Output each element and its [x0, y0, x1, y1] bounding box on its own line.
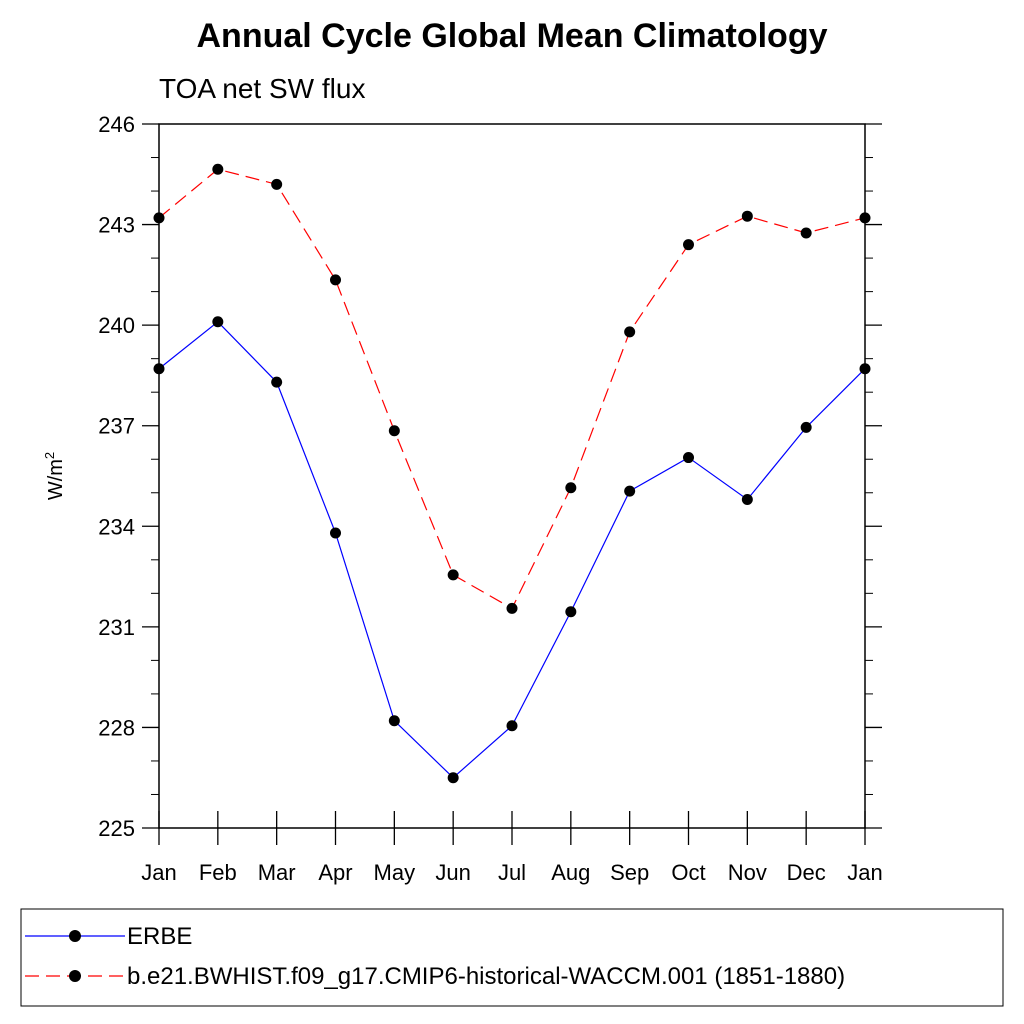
data-point-1	[330, 274, 341, 286]
series-line-1	[158, 168, 866, 610]
y-tick-label: 228	[98, 715, 135, 740]
x-tick-label: Jun	[435, 860, 470, 885]
y-axis-label-sup: 2	[42, 452, 57, 459]
x-tick-label: May	[374, 860, 416, 885]
y-tick-label: 237	[98, 414, 135, 439]
data-point-0	[447, 772, 459, 784]
chart-subtitle: TOA net SW flux	[159, 73, 365, 104]
x-tick-labels: Jan Feb Mar Apr May Jun Jul Aug Sep Oct Nov Dec Jan	[141, 860, 882, 885]
data-point-1	[388, 425, 400, 437]
legend-marker-model	[69, 970, 81, 982]
x-tick-label: Jan	[847, 860, 882, 885]
y-tick-label: 246	[98, 112, 135, 137]
plot-area: 225 228 231 234 237 240 243 246 Jan Feb Mar Apr May…	[98, 112, 882, 885]
data-point-0	[330, 527, 341, 539]
legend: ERBE b.e21.BWHIST.f09_g17.CMIP6-historic…	[20, 908, 1004, 1007]
data-point-1	[506, 602, 518, 614]
series-line-0	[158, 320, 866, 779]
y-tick-labels: 225 228 231 234 237 240 243 246	[98, 112, 135, 841]
legend-label-erbe: ERBE	[127, 923, 192, 950]
legend-label-model: b.e21.BWHIST.f09_g17.CMIP6-historical-WA…	[127, 963, 845, 990]
x-tick-label: Jan	[141, 860, 176, 885]
x-tick-label: Aug	[551, 860, 590, 885]
y-axis-label: W/m2	[42, 452, 67, 500]
data-point-1	[153, 212, 165, 224]
data-point-1	[565, 482, 577, 494]
x-tick-label: Sep	[610, 860, 649, 885]
x-tick-label: Dec	[787, 860, 826, 885]
legend-marker-erbe	[69, 930, 81, 942]
data-point-0	[800, 421, 812, 433]
y-tick-label: 240	[98, 313, 135, 338]
data-point-0	[624, 485, 636, 497]
y-axis-label-base: W/m	[45, 459, 67, 500]
data-point-0	[212, 316, 224, 328]
data-point-0	[741, 493, 753, 505]
x-tick-label: Apr	[318, 860, 352, 885]
y-tick-label: 234	[98, 514, 135, 539]
data-point-1	[800, 227, 812, 239]
axis-ticks	[142, 123, 882, 845]
data-point-1	[624, 326, 636, 338]
data-point-1	[741, 210, 753, 222]
x-tick-label: Oct	[671, 860, 705, 885]
data-point-1	[447, 569, 459, 581]
data-point-0	[506, 720, 518, 732]
y-tick-label: 225	[98, 816, 135, 841]
data-point-0	[565, 606, 577, 618]
data-point-1	[683, 239, 694, 251]
y-tick-label: 231	[98, 615, 135, 640]
data-point-0	[153, 363, 165, 375]
data-point-0	[859, 363, 871, 375]
x-tick-label: Jul	[498, 860, 526, 885]
x-tick-label: Feb	[199, 860, 237, 885]
series-layer	[153, 163, 871, 784]
data-point-1	[859, 212, 871, 224]
data-point-1	[271, 178, 283, 190]
legend-box	[20, 908, 1004, 1007]
data-point-0	[271, 376, 283, 388]
data-point-1	[212, 163, 224, 175]
x-tick-label: Nov	[728, 860, 767, 885]
chart-title: Annual Cycle Global Mean Climatology	[197, 17, 828, 55]
data-point-0	[683, 452, 694, 464]
data-point-0	[388, 715, 400, 727]
x-tick-label: Mar	[258, 860, 296, 885]
y-tick-label: 243	[98, 213, 135, 238]
